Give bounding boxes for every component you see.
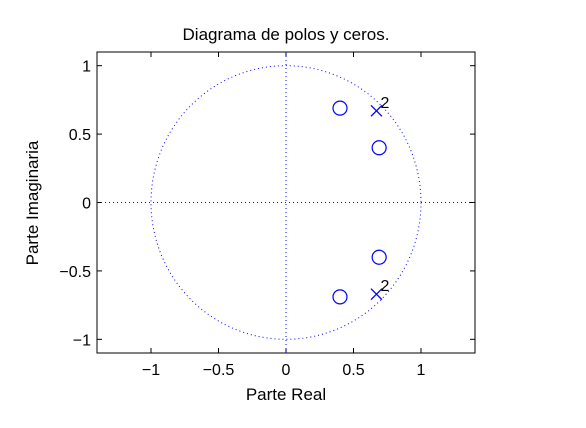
marks-layer: 22 [332,95,389,305]
x-tick-label: −1 [142,362,160,379]
y-tick-label: 0 [82,196,91,213]
chart-title: Diagrama de polos y ceros. [183,25,390,44]
axes-layer: −1 −0.5 0 0.5 1 1 0.5 0 −0.5 −1 [59,51,476,379]
pole-marker [370,104,383,117]
y-tick-label: −0.5 [59,264,91,281]
x-tick-label: 0 [282,362,291,379]
x-axis-label: Parte Real [246,385,326,404]
zero-marker [371,140,387,156]
pole-marker [370,288,383,301]
y-tick-label: −1 [73,332,91,349]
zero-marker [371,249,387,265]
x-tick-label: 0.5 [342,362,364,379]
multiplicity-label: 2 [380,278,389,295]
x-tick-label: −0.5 [203,362,235,379]
zero-marker [332,289,348,305]
pole-marker-stroke [370,104,383,117]
multiplicity-label: 2 [380,95,389,112]
x-tick-label: 1 [417,362,426,379]
zero-marker [332,100,348,116]
y-tick-label: 0.5 [69,127,91,144]
pole-marker-stroke [370,288,383,301]
y-tick-label: 1 [82,59,91,76]
y-axis-label: Parte Imaginaria [23,140,42,265]
